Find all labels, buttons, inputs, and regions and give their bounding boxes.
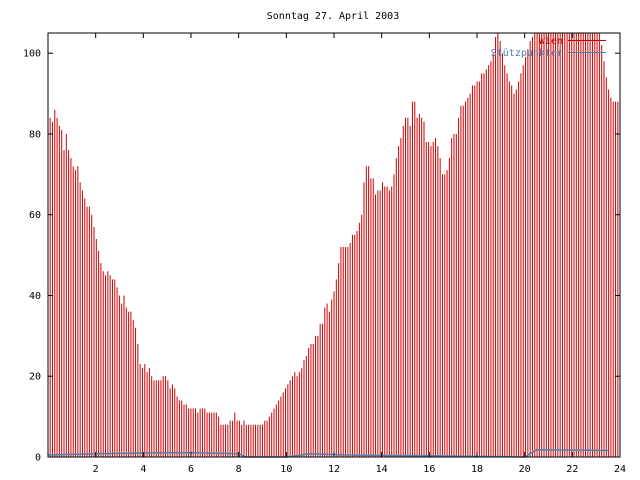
y-tick-label: 80 (29, 129, 41, 140)
legend-label: Wien (539, 36, 563, 47)
x-tick-label: 8 (236, 464, 242, 475)
x-tick-label: 22 (566, 464, 578, 475)
x-tick-label: 18 (471, 464, 483, 475)
x-tick-label: 14 (376, 464, 388, 475)
stuetzpunkter-line (47, 448, 609, 458)
y-tick-label: 60 (29, 210, 41, 221)
x-tick-label: 24 (614, 464, 626, 475)
y-tick-label: 40 (29, 291, 41, 302)
x-tick-label: 4 (140, 464, 146, 475)
y-tick-label: 0 (35, 453, 41, 464)
y-tick-label: 20 (29, 372, 41, 383)
x-tick-label: 6 (188, 464, 194, 475)
chart-title: Sonntag 27. April 2003 (267, 11, 399, 22)
wien-bar-group (47, 33, 619, 458)
x-tick-label: 20 (519, 464, 531, 475)
legend-label: Stützpunkter (491, 48, 563, 59)
x-tick-label: 16 (423, 464, 435, 475)
x-tick-label: 12 (328, 464, 340, 475)
x-tick-label: 10 (280, 464, 292, 475)
y-tick-label: 100 (23, 49, 41, 60)
x-tick-label: 2 (93, 464, 99, 475)
plot-frame (47, 32, 621, 458)
